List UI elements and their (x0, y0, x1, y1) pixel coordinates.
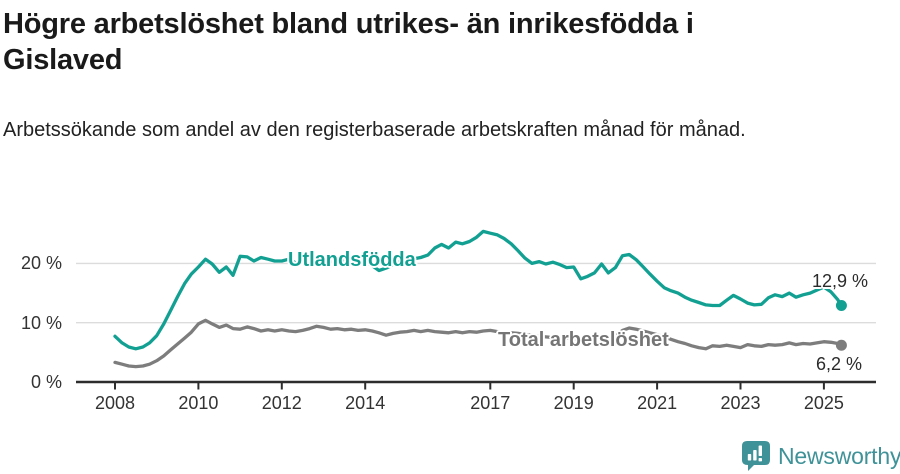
x-tick-label: 2017 (470, 393, 511, 413)
end-value-label-total-arbetsloshet: 6,2 % (816, 354, 863, 374)
series-end-dot-0 (835, 300, 847, 312)
y-tick-label: 0 % (30, 372, 62, 392)
series-line-1 (113, 318, 844, 369)
series-end-dot-1 (835, 339, 847, 351)
x-tick-label: 2025 (803, 393, 844, 413)
series-label-utlandsfodda: Utlandsfödda (288, 249, 416, 271)
x-tick-label: 2019 (553, 393, 594, 413)
end-value-label-utlandsfodda: 12,9 % (812, 271, 869, 291)
newsworthy-wordmark: Newsworthy (778, 443, 900, 469)
x-tick-label: 2010 (178, 393, 219, 413)
newsworthy-badge-icon (742, 441, 770, 471)
page-title: Högre arbetslöshet bland utrikes- än inr… (3, 8, 694, 76)
x-tick-label: 2023 (720, 393, 761, 413)
y-tick-label: 20 % (20, 253, 62, 274)
series-label-total-arbetsloshet: Total arbetslöshet (498, 329, 669, 351)
newsworthy-logo[interactable]: Newsworthy (741, 440, 900, 472)
series-line-0 (113, 229, 844, 351)
x-tick-label: 2008 (94, 393, 136, 413)
y-tick-label: 10 % (20, 312, 62, 333)
page-subtitle: Arbetssökande som andel av den registerb… (3, 119, 746, 141)
x-tick-label: 2021 (637, 393, 678, 413)
x-tick-label: 2012 (261, 393, 302, 413)
x-tick-label: 2014 (345, 393, 386, 413)
